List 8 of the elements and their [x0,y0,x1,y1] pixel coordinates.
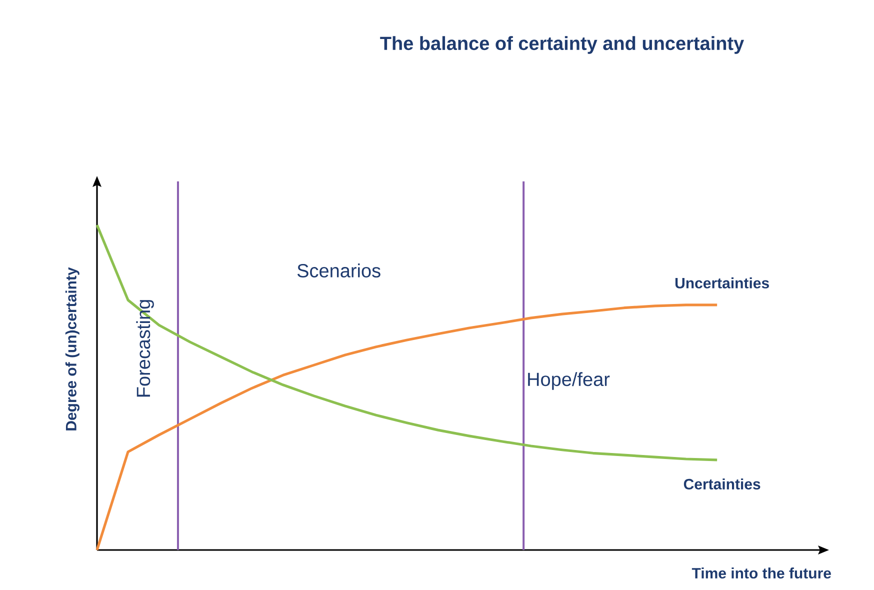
annotation: Hope/fear [528,372,610,390]
series-label: Uncertainties [675,277,769,288]
chart-title: The balance of certainty and uncertainty [380,36,744,54]
series-label: Certainties [684,478,760,490]
y-axis-title: Degree of (un)certainty [65,267,80,430]
annotation: Forecasting [136,300,154,397]
annotation: Scenarios [297,264,380,278]
x-axis-title: Time into the future [692,568,831,579]
